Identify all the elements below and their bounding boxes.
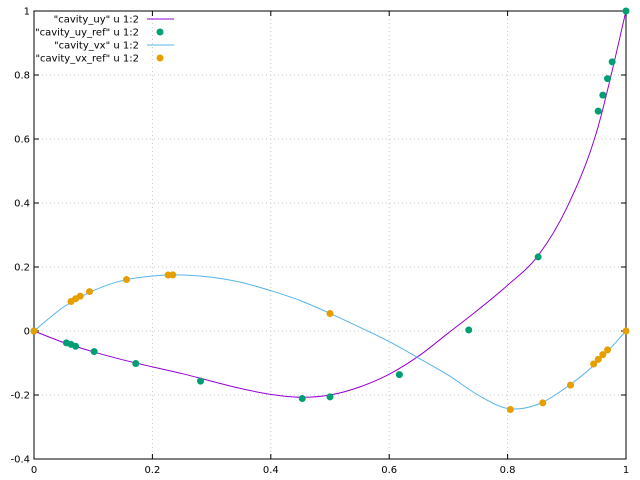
data-point — [90, 348, 98, 356]
data-point — [539, 399, 547, 407]
data-point — [594, 355, 602, 363]
data-point — [604, 75, 612, 83]
legend-point-swatch — [156, 54, 164, 62]
legend-label: "cavity_uy_ref" u 1:2 — [35, 28, 139, 39]
x-tick-label: 1 — [623, 465, 629, 476]
axis-ticks: 0 0.2 0.4 0.6 0.8 1 -0.4 -0.2 0 0.2 0.4 0.6 0.8 1 — [10, 7, 629, 477]
data-point — [590, 360, 598, 368]
data-point — [567, 381, 575, 389]
y-tick-label: 0.6 — [14, 135, 30, 146]
data-point — [599, 351, 607, 359]
data-point — [123, 276, 131, 284]
data-point — [608, 58, 616, 66]
y-tick-label: -0.2 — [10, 391, 30, 402]
data-point — [534, 253, 542, 261]
y-tick-label: 1 — [24, 7, 30, 18]
data-point — [326, 310, 334, 318]
legend-label: "cavity_vx" u 1:2 — [54, 41, 139, 52]
series-2 — [33, 274, 627, 410]
x-tick-label: 0.6 — [381, 465, 397, 476]
data-point — [604, 346, 612, 354]
data-point — [622, 7, 630, 15]
series-layer — [30, 7, 630, 413]
series-1 — [30, 7, 630, 402]
data-point — [599, 91, 607, 99]
data-point — [72, 342, 80, 350]
y-tick-label: 0 — [24, 327, 30, 338]
x-tick-label: 0.4 — [263, 465, 279, 476]
data-point — [506, 405, 514, 413]
data-point — [465, 326, 473, 334]
legend: "cavity_uy" u 1:2 "cavity_uy_ref" u 1:2 "c… — [35, 15, 174, 65]
data-point — [169, 271, 177, 279]
plot-border — [33, 10, 627, 460]
legend-label: "cavity_uy" u 1:2 — [54, 15, 139, 26]
series-line — [33, 274, 627, 410]
y-tick-label: 0.8 — [14, 71, 30, 82]
y-tick-label: 0.2 — [14, 263, 30, 274]
grid — [34, 11, 626, 459]
data-point — [326, 393, 334, 401]
data-point — [622, 327, 630, 335]
data-point — [395, 371, 403, 379]
data-point — [132, 359, 140, 367]
legend-label: "cavity_vx_ref" u 1:2 — [35, 54, 139, 65]
data-point — [30, 327, 38, 335]
data-point — [86, 288, 94, 296]
y-tick-label: 0.4 — [14, 199, 30, 210]
y-tick-label: -0.4 — [10, 455, 30, 466]
data-point — [594, 107, 602, 115]
x-tick-label: 0.2 — [144, 465, 160, 476]
data-point — [298, 394, 306, 402]
data-point — [197, 377, 205, 385]
series-0 — [33, 10, 627, 398]
x-tick-label: 0 — [31, 465, 37, 476]
series-line — [33, 10, 627, 398]
series-3 — [30, 271, 630, 413]
data-point — [76, 292, 84, 300]
legend-point-swatch — [156, 28, 164, 36]
x-tick-label: 0.8 — [500, 465, 516, 476]
